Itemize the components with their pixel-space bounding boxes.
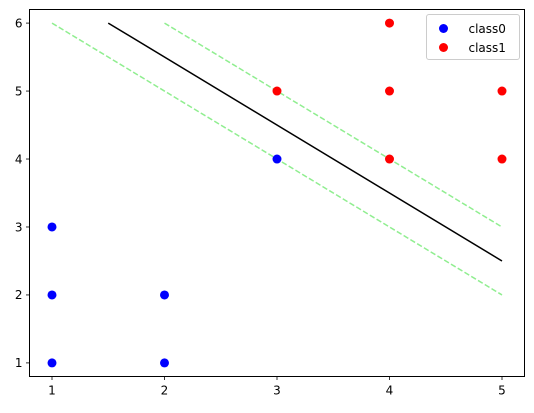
margin-upper-line bbox=[164, 22, 503, 228]
class0-point-1 bbox=[47, 290, 57, 300]
x-tick-label: 2 bbox=[161, 384, 169, 398]
points-layer bbox=[47, 18, 507, 368]
class0-point-5 bbox=[272, 154, 282, 164]
y-tick-label: 1 bbox=[15, 356, 23, 370]
y-tick-label: 5 bbox=[15, 84, 23, 98]
y-tick-label: 2 bbox=[15, 288, 23, 302]
class0-point-3 bbox=[160, 358, 169, 368]
y-tick-label: 6 bbox=[15, 16, 23, 30]
y-axis: 1 2 3 4 5 6 bbox=[15, 16, 30, 370]
class0-point-0 bbox=[47, 358, 57, 368]
x-tick-label: 4 bbox=[386, 384, 394, 398]
y-tick-label: 3 bbox=[15, 220, 23, 234]
class1-point-5 bbox=[497, 86, 507, 96]
x-tick-label: 5 bbox=[498, 384, 506, 398]
legend: class0 class1 bbox=[426, 14, 520, 60]
class1-point-3 bbox=[385, 18, 394, 28]
class0-point-4 bbox=[160, 290, 169, 300]
class0-point-2 bbox=[47, 222, 57, 232]
legend-marker-class0 bbox=[439, 24, 448, 33]
decision-boundary-line bbox=[107, 22, 503, 262]
class1-point-1 bbox=[385, 154, 394, 164]
legend-box bbox=[426, 14, 520, 60]
legend-label-class1: class1 bbox=[469, 41, 506, 55]
legend-marker-class1 bbox=[439, 43, 448, 52]
legend-label-class0: class0 bbox=[469, 22, 506, 36]
class1-point-4 bbox=[497, 154, 507, 164]
x-axis: 1 2 3 4 5 bbox=[48, 376, 506, 398]
y-tick-label: 4 bbox=[15, 152, 23, 166]
plot-area bbox=[29, 9, 525, 377]
class1-point-0 bbox=[272, 86, 282, 96]
class1-point-2 bbox=[385, 86, 394, 96]
x-tick-label: 3 bbox=[273, 384, 281, 398]
x-tick-label: 1 bbox=[48, 384, 56, 398]
